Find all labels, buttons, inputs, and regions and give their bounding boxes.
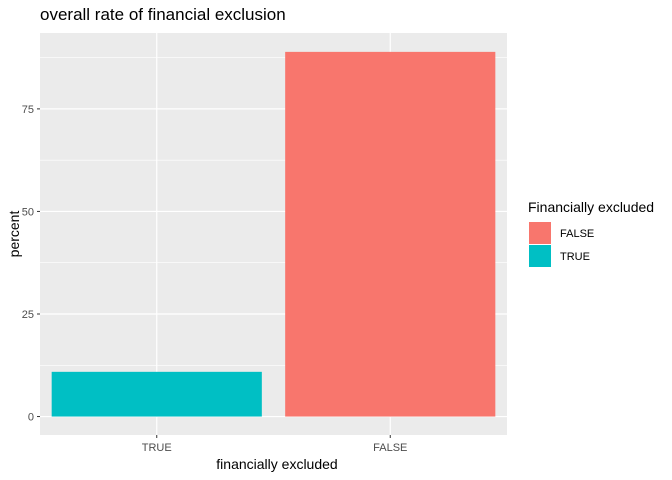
legend-label-false: FALSE xyxy=(560,228,594,240)
legend: Financially excluded FALSE TRUE xyxy=(528,199,654,267)
x-axis-title: financially excluded xyxy=(216,456,337,472)
bar-false xyxy=(285,51,496,417)
legend-items: FALSE TRUE xyxy=(529,222,594,267)
y-axis-title: percent xyxy=(6,211,22,258)
y-tick-label: 25 xyxy=(22,309,34,321)
chart-title: overall rate of financial exclusion xyxy=(40,5,286,24)
legend-key-true xyxy=(529,245,551,267)
bars xyxy=(51,51,496,417)
y-tick-label: 75 xyxy=(22,104,34,116)
x-tick-label: FALSE xyxy=(373,442,407,454)
x-axis: TRUE FALSE xyxy=(142,435,407,454)
legend-title: Financially excluded xyxy=(528,199,654,215)
legend-label-true: TRUE xyxy=(560,251,590,263)
legend-key-false xyxy=(529,222,551,244)
y-tick-label: 0 xyxy=(28,412,34,424)
bar-true xyxy=(51,371,262,417)
y-axis: 0 25 50 75 xyxy=(22,104,40,424)
y-tick-label: 50 xyxy=(22,206,34,218)
x-tick-label: TRUE xyxy=(142,442,172,454)
